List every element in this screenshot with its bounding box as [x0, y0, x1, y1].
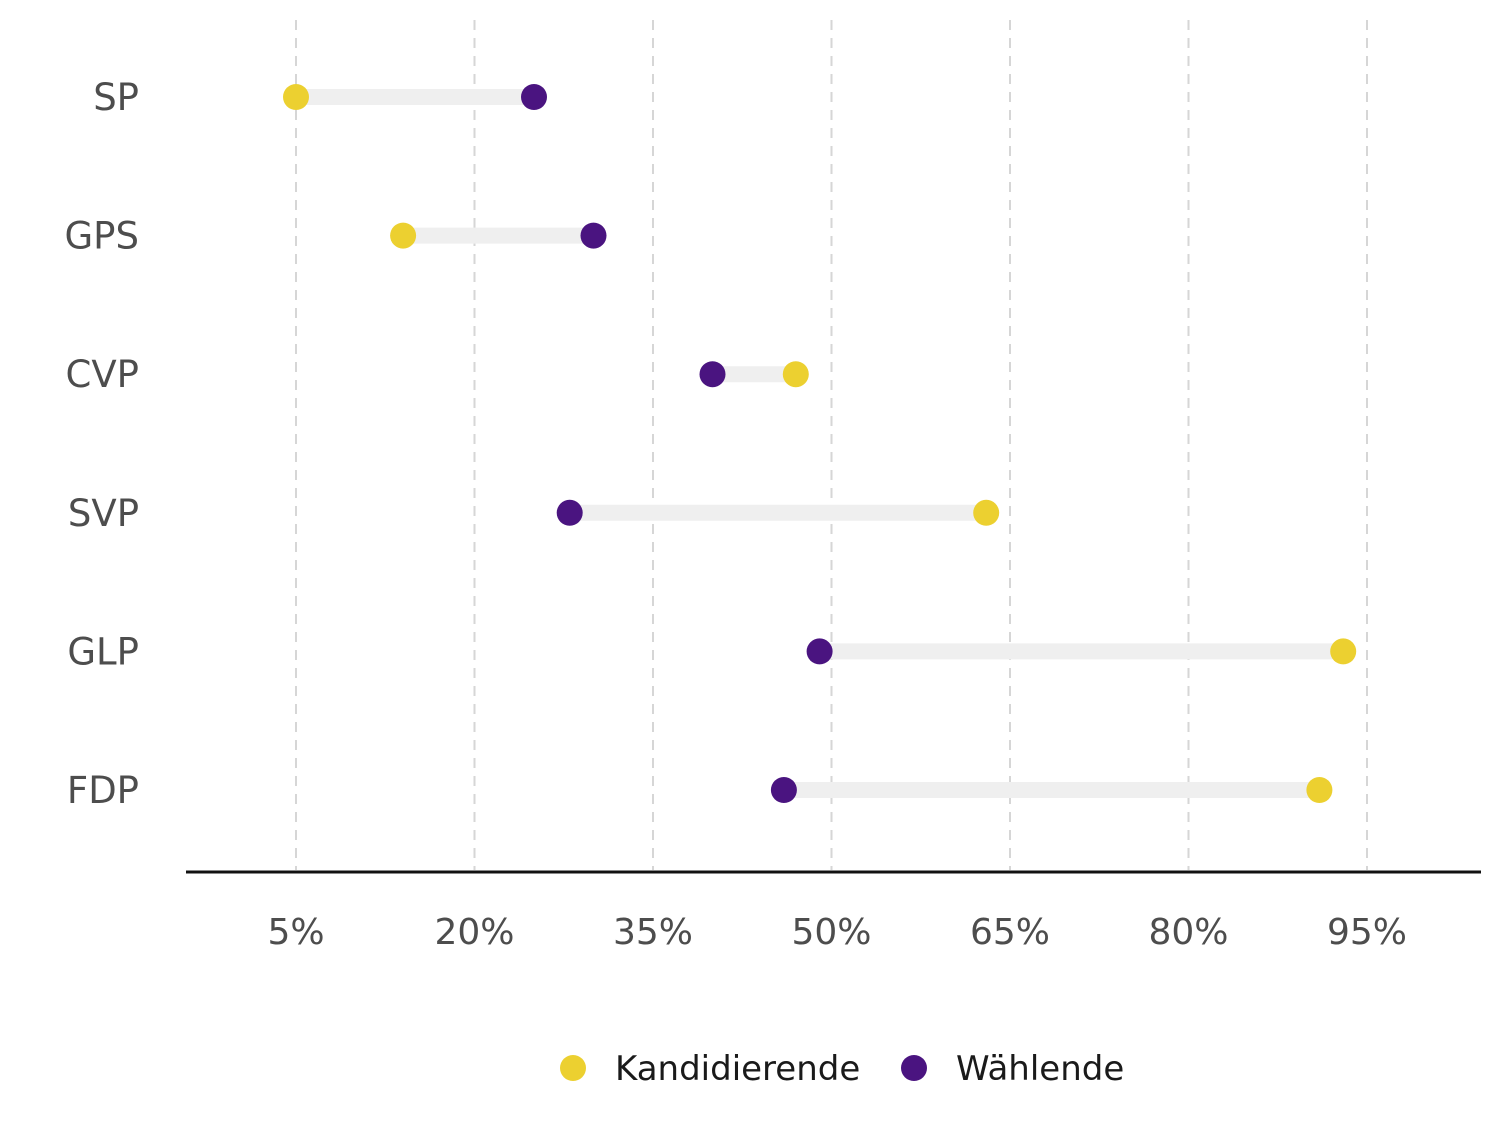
x-tick-label: 35%	[613, 912, 693, 953]
legend-swatch-kandidierende	[560, 1055, 586, 1081]
point-kandidierende-svp	[973, 499, 1000, 526]
category-label-cvp: CVP	[66, 353, 139, 396]
point-waehlende-cvp	[699, 361, 726, 388]
point-kandidierende-sp	[283, 84, 309, 110]
x-tick-label: 80%	[1148, 912, 1228, 953]
x-tick-label: 20%	[434, 912, 514, 953]
point-waehlende-svp	[556, 499, 583, 526]
legend-swatch-whlende	[901, 1055, 927, 1081]
point-kandidierende-fdp	[1306, 777, 1333, 803]
category-label-sp: SP	[93, 76, 139, 119]
point-waehlende-sp	[521, 84, 547, 110]
legend: Kandidierende Wählende	[560, 1049, 1124, 1089]
point-kandidierende-gps	[390, 222, 417, 249]
point-waehlende-glp	[806, 638, 833, 665]
category-label-gps: GPS	[65, 215, 139, 258]
legend-label-kandidierende: Kandidierende	[615, 1049, 860, 1089]
category-label-glp: GLP	[67, 630, 139, 673]
x-axis: 5% 20% 35% 50% 65% 80% 95%	[186, 870, 1481, 953]
point-kandidierende-cvp	[782, 361, 809, 388]
category-label-svp: SVP	[68, 492, 139, 535]
category-label-fdp: FDP	[67, 769, 139, 812]
point-kandidierende-glp	[1330, 638, 1357, 665]
x-tick-label: 50%	[791, 912, 871, 953]
x-tick-label: 65%	[970, 912, 1050, 953]
gridlines	[295, 20, 1368, 870]
data-points	[283, 84, 1357, 803]
x-tick-label: 5%	[267, 912, 324, 953]
legend-label-whlende: Wählende	[956, 1049, 1124, 1089]
x-tick-label: 95%	[1327, 912, 1407, 953]
category-labels: SP GPS CVP SVP GLP FDP	[65, 76, 139, 812]
connectors	[296, 89, 1344, 798]
point-waehlende-gps	[580, 222, 607, 249]
point-waehlende-fdp	[770, 777, 797, 803]
